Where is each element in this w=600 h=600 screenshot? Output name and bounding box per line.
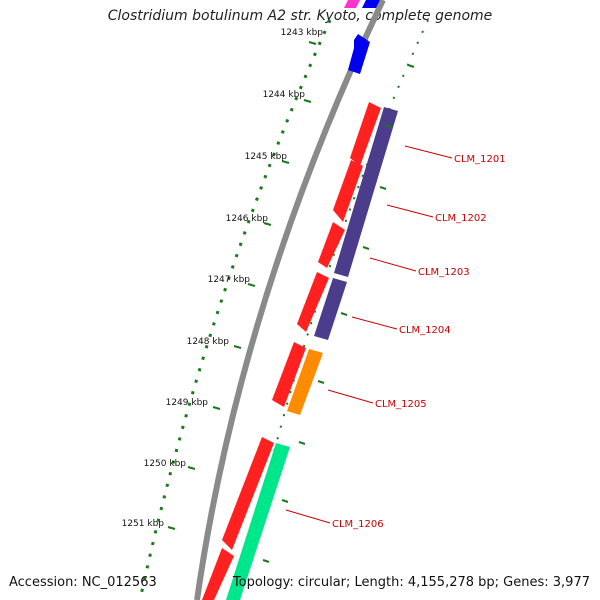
gene-labels: CLM_1201 CLM_1202 CLM_1203 CLM_1204 CLM_… <box>332 154 506 530</box>
gene-leader-lines <box>285 145 453 524</box>
tick-mark-1245 <box>281 160 290 164</box>
tick-label-1244: 1244 kbp <box>263 90 306 100</box>
tick-mark-1244 <box>303 99 312 103</box>
gene-label-clm-1202[interactable]: CLM_1202 <box>435 213 487 224</box>
cds-orange <box>287 349 323 415</box>
cds-red-4 <box>297 272 329 332</box>
cds-red-3 <box>318 222 345 268</box>
outer-dotted-ring <box>138 19 332 600</box>
tick-mark-1251 <box>167 526 176 530</box>
tick-label-1247: 1247 kbp <box>208 275 251 285</box>
tick-label-1243: 1243 kbp <box>281 28 324 38</box>
genome-title: Clostridium botulinum A2 str. Kyoto, com… <box>107 8 493 24</box>
tick-marks <box>167 41 317 530</box>
cds-blue <box>348 34 370 74</box>
cds-red-7 <box>202 548 234 600</box>
gene-label-clm-1201[interactable]: CLM_1201 <box>454 154 506 165</box>
cds-purple-2 <box>314 278 347 340</box>
tick-label-1248: 1248 kbp <box>187 337 230 347</box>
cds-red-1 <box>350 102 381 166</box>
genome-summary: Topology: circular; Length: 4,155,278 bp… <box>232 575 590 590</box>
tick-label-1245: 1245 kbp <box>245 152 288 162</box>
tick-label-1249: 1249 kbp <box>166 398 209 408</box>
tick-mark-1246 <box>263 222 272 226</box>
accession-label: Accession: NC_012563 <box>9 575 157 590</box>
tick-mark-1250 <box>187 466 196 470</box>
tick-labels: 1243 kbp 1244 kbp 1245 kbp 1246 kbp 1247… <box>122 28 324 529</box>
cds-red-5 <box>272 342 306 407</box>
gene-label-clm-1206[interactable]: CLM_1206 <box>332 519 384 530</box>
gene-label-clm-1203[interactable]: CLM_1203 <box>418 267 470 278</box>
tick-mark-1247 <box>247 283 256 287</box>
cds-red-6 <box>222 437 274 550</box>
tick-mark-1243 <box>308 41 317 45</box>
cds-purple-1 <box>334 107 398 277</box>
cds-blue-top <box>362 0 380 8</box>
tick-mark-1248 <box>233 345 242 349</box>
cds-pink-top <box>344 0 360 8</box>
genome-backbone <box>194 0 386 600</box>
gene-label-clm-1205[interactable]: CLM_1205 <box>375 399 427 410</box>
cds-red-2 <box>333 160 363 222</box>
tick-label-1246: 1246 kbp <box>226 214 269 224</box>
gene-label-clm-1204[interactable]: CLM_1204 <box>399 325 451 336</box>
tick-label-1251: 1251 kbp <box>122 519 165 529</box>
tick-mark-1249 <box>212 406 221 410</box>
tick-label-1250: 1250 kbp <box>144 459 187 469</box>
inner-ring-marks <box>262 64 415 563</box>
cds-green <box>226 443 290 600</box>
